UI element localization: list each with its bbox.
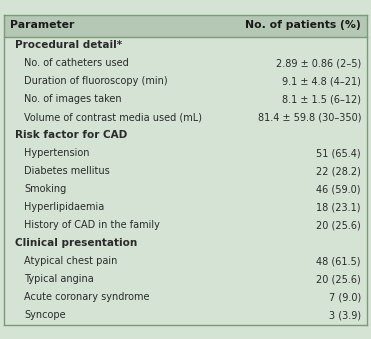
Text: Parameter: Parameter [10, 20, 74, 31]
Text: 46 (59.0): 46 (59.0) [316, 184, 361, 195]
Text: 20 (25.6): 20 (25.6) [316, 275, 361, 284]
Text: Hyperlipidaemia: Hyperlipidaemia [24, 202, 104, 213]
Text: No. of images taken: No. of images taken [24, 95, 122, 104]
Text: 48 (61.5): 48 (61.5) [316, 257, 361, 266]
Text: 51 (65.4): 51 (65.4) [316, 148, 361, 159]
Text: Volume of contrast media used (mL): Volume of contrast media used (mL) [24, 113, 202, 122]
Text: Syncope: Syncope [24, 311, 66, 320]
Text: 3 (3.9): 3 (3.9) [329, 311, 361, 320]
Text: 81.4 ± 59.8 (30–350): 81.4 ± 59.8 (30–350) [257, 113, 361, 122]
Text: No. of catheters used: No. of catheters used [24, 59, 129, 68]
Text: History of CAD in the family: History of CAD in the family [24, 220, 160, 231]
Text: 18 (23.1): 18 (23.1) [316, 202, 361, 213]
Bar [4, 15, 367, 37]
Text: 20 (25.6): 20 (25.6) [316, 220, 361, 231]
Text: Duration of fluoroscopy (min): Duration of fluoroscopy (min) [24, 77, 168, 86]
Text: 8.1 ± 1.5 (6–12): 8.1 ± 1.5 (6–12) [282, 95, 361, 104]
Text: Typical angina: Typical angina [24, 275, 94, 284]
Text: Diabetes mellitus: Diabetes mellitus [24, 166, 110, 177]
Text: Acute coronary syndrome: Acute coronary syndrome [24, 293, 150, 302]
Text: Procedural detail*: Procedural detail* [15, 40, 122, 51]
Text: Hypertension: Hypertension [24, 148, 89, 159]
Text: 9.1 ± 4.8 (4–21): 9.1 ± 4.8 (4–21) [282, 77, 361, 86]
Text: Smoking: Smoking [24, 184, 66, 195]
Text: 22 (28.2): 22 (28.2) [316, 166, 361, 177]
Text: Atypical chest pain: Atypical chest pain [24, 257, 117, 266]
Text: Risk factor for CAD: Risk factor for CAD [15, 131, 127, 140]
Text: No. of patients (%): No. of patients (%) [245, 20, 361, 31]
Text: 2.89 ± 0.86 (2–5): 2.89 ± 0.86 (2–5) [276, 59, 361, 68]
Text: 7 (9.0): 7 (9.0) [329, 293, 361, 302]
Text: Clinical presentation: Clinical presentation [15, 239, 137, 248]
